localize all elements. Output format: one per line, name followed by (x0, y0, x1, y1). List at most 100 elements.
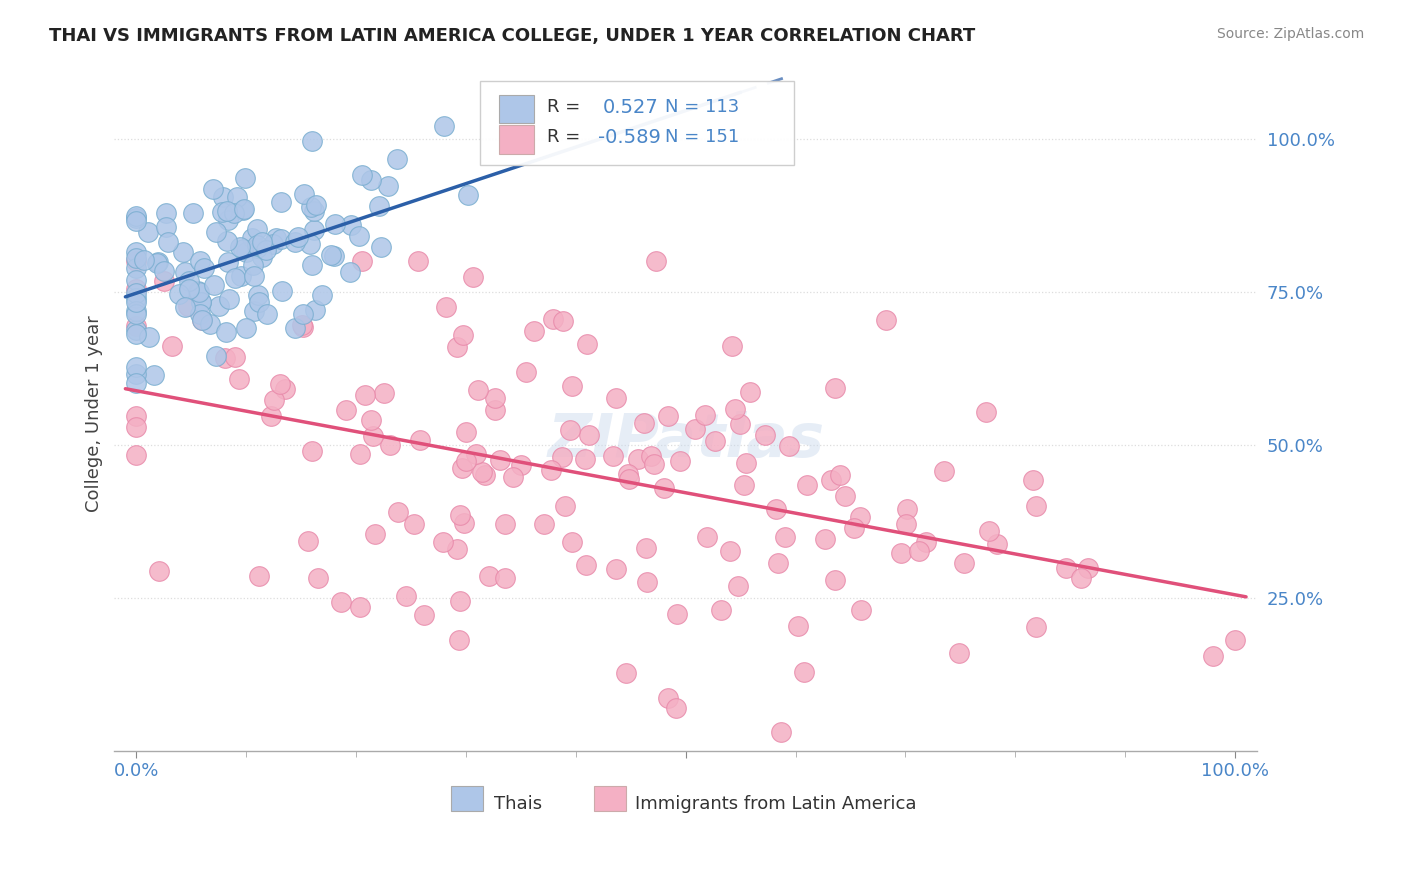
Point (205, 350, 228, 364)
Point (190, 295, 212, 310)
Point (484, 391, 506, 405)
Point (828, 468, 851, 483)
Point (190, 307, 212, 321)
Point (1025, 500, 1047, 514)
Point (254, 243, 277, 257)
Point (602, 450, 624, 464)
Point (575, 558, 598, 573)
Point (447, 632, 470, 647)
Point (292, 308, 315, 322)
Point (657, 690, 679, 705)
Y-axis label: College, Under 1 year: College, Under 1 year (86, 316, 103, 512)
Point (263, 392, 285, 407)
Point (284, 321, 307, 335)
Point (125, 260, 148, 275)
Point (125, 419, 148, 434)
Point (125, 323, 148, 337)
Point (335, 402, 357, 417)
Point (181, 206, 204, 220)
Point (494, 516, 516, 531)
Point (125, 292, 148, 306)
Point (125, 360, 148, 375)
Point (246, 221, 269, 235)
Point (136, 225, 159, 239)
Point (301, 135, 323, 149)
Point (240, 231, 263, 245)
Point (734, 456, 756, 470)
FancyBboxPatch shape (479, 81, 794, 165)
Point (292, 319, 315, 334)
Point (232, 242, 254, 256)
Point (986, 537, 1008, 551)
Point (738, 385, 761, 400)
Point (523, 324, 546, 338)
FancyBboxPatch shape (451, 786, 484, 811)
Point (350, 168, 373, 182)
Point (307, 571, 329, 585)
Point (1022, 473, 1045, 487)
Point (644, 254, 666, 268)
Point (454, 425, 477, 440)
Point (657, 409, 679, 423)
Point (727, 579, 749, 593)
Point (211, 204, 233, 219)
Point (125, 319, 148, 334)
Point (349, 447, 371, 461)
Point (683, 421, 706, 435)
Point (378, 437, 401, 451)
Point (896, 501, 918, 516)
Point (360, 413, 382, 427)
Point (406, 254, 429, 268)
Point (634, 541, 657, 556)
Point (125, 252, 148, 266)
Point (242, 269, 264, 284)
Point (311, 287, 333, 301)
Point (304, 203, 326, 218)
Point (915, 535, 938, 549)
Point (125, 286, 148, 301)
Point (215, 204, 238, 219)
Point (457, 188, 479, 202)
Point (824, 574, 846, 588)
Point (228, 240, 250, 254)
Text: -0.589: -0.589 (598, 128, 661, 147)
Point (367, 199, 389, 213)
Point (287, 229, 309, 244)
Point (177, 299, 200, 313)
Point (387, 505, 409, 519)
Point (361, 429, 384, 443)
Point (270, 194, 292, 209)
Point (305, 198, 328, 212)
Point (215, 325, 238, 339)
Point (786, 619, 808, 633)
Point (385, 153, 408, 167)
Point (125, 376, 148, 391)
Point (349, 229, 371, 244)
Text: 0.527: 0.527 (602, 97, 658, 117)
Point (246, 238, 269, 252)
Point (908, 544, 931, 558)
Point (224, 206, 246, 220)
Point (834, 489, 856, 503)
Point (543, 312, 565, 326)
Point (665, 701, 688, 715)
Text: Source: ZipAtlas.com: Source: ZipAtlas.com (1216, 27, 1364, 41)
Point (235, 245, 257, 260)
Point (433, 120, 456, 134)
Point (252, 235, 274, 249)
Point (474, 467, 496, 482)
Point (605, 562, 627, 576)
Point (242, 304, 264, 318)
Point (152, 274, 174, 288)
Point (360, 173, 382, 187)
Point (225, 189, 247, 203)
Point (515, 365, 537, 379)
FancyBboxPatch shape (595, 786, 626, 811)
Point (578, 428, 600, 442)
Point (449, 508, 471, 522)
Point (574, 452, 596, 467)
Point (976, 405, 998, 419)
Point (340, 218, 363, 232)
Point (412, 608, 434, 623)
Point (669, 454, 692, 468)
